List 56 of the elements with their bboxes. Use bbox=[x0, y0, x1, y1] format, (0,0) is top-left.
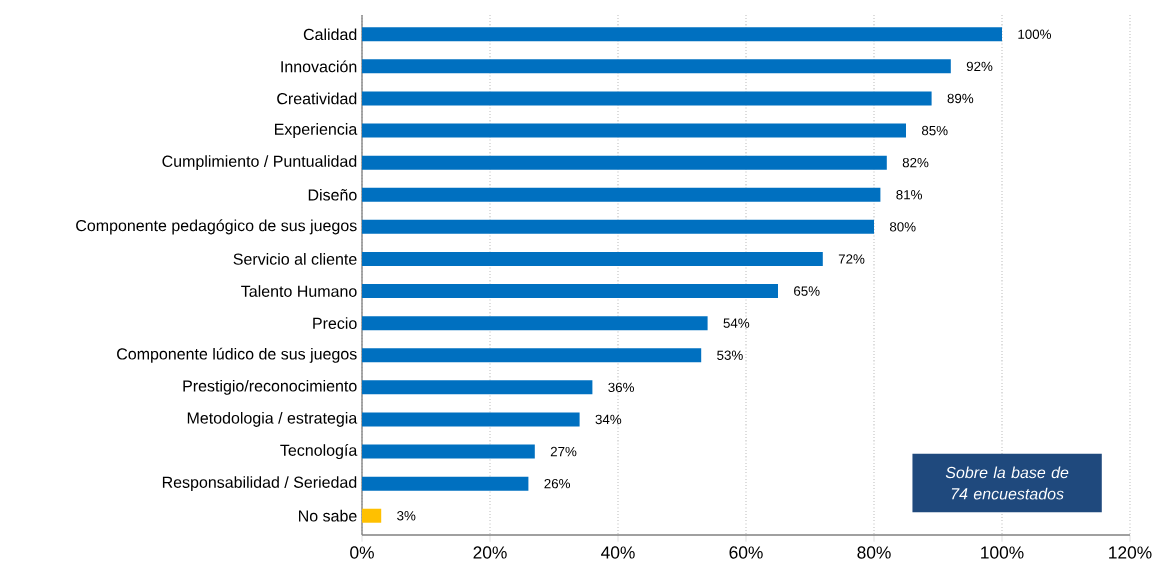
bar bbox=[362, 91, 932, 106]
bar bbox=[362, 380, 593, 395]
x-tick-label: 20% bbox=[473, 546, 507, 559]
data-label: 92% bbox=[966, 61, 993, 72]
data-label: 100% bbox=[1018, 29, 1052, 39]
y-tick-label: Diseño bbox=[308, 188, 357, 201]
data-label: 53% bbox=[717, 350, 743, 360]
data-label: 65% bbox=[794, 286, 820, 296]
bar bbox=[362, 59, 951, 74]
x-tick-label: 100% bbox=[981, 546, 1024, 559]
y-tick-label: Tecnología bbox=[280, 443, 358, 460]
x-tick-label: 0% bbox=[350, 546, 374, 559]
x-tick-label: 60% bbox=[729, 546, 763, 559]
data-label: 36% bbox=[608, 382, 634, 393]
y-tick-label: Componente pedagógico de sus juegos bbox=[76, 219, 357, 235]
y-tick-label: Talento Humano bbox=[241, 285, 357, 297]
bar bbox=[362, 348, 702, 363]
data-label: 80% bbox=[889, 222, 916, 232]
data-label: 72% bbox=[838, 254, 865, 264]
data-label: 54% bbox=[723, 318, 750, 328]
bar bbox=[362, 284, 778, 299]
y-tick-label: Innovación bbox=[281, 60, 357, 73]
bar bbox=[362, 27, 1002, 42]
data-label: 26% bbox=[544, 478, 570, 489]
y-tick-label: Creatividad bbox=[277, 92, 357, 105]
bar bbox=[362, 251, 823, 266]
y-tick-label: Calidad bbox=[303, 28, 357, 41]
y-tick-label: Experiencia bbox=[275, 123, 358, 138]
y-tick-label: Responsabilidad / Seriedad bbox=[162, 476, 357, 492]
data-label: 85% bbox=[921, 125, 948, 136]
data-label: 3% bbox=[397, 510, 416, 521]
bar bbox=[362, 508, 382, 523]
data-label: 89% bbox=[947, 93, 974, 104]
bar bbox=[362, 444, 535, 459]
x-tick-label: 120% bbox=[1109, 546, 1152, 559]
annotation: Sobre la base de 74 encuestados bbox=[945, 466, 1069, 500]
bar bbox=[362, 412, 580, 427]
data-label: 34% bbox=[595, 414, 622, 425]
data-label: 27% bbox=[550, 446, 577, 457]
data-label: 82% bbox=[902, 157, 929, 168]
y-tick-label: Cumplimiento / Puntualidad bbox=[162, 155, 357, 171]
y-tick-label: Servicio al cliente bbox=[233, 253, 357, 265]
x-tick-label: 40% bbox=[601, 546, 635, 559]
bar bbox=[362, 316, 708, 331]
data-label: 81% bbox=[896, 190, 922, 200]
y-tick-label: Componente lúdico de sus juegos bbox=[117, 347, 357, 363]
y-tick-label: Prestigio/reconocimiento bbox=[183, 379, 357, 395]
y-tick-label: Metodologia / estrategia bbox=[187, 411, 358, 427]
y-tick-label: No sabe bbox=[299, 509, 357, 522]
bar bbox=[362, 476, 529, 491]
bar bbox=[362, 187, 881, 202]
bar bbox=[362, 219, 874, 234]
bar bbox=[362, 123, 906, 138]
y-tick-label: Precio bbox=[313, 317, 357, 329]
x-tick-label: 80% bbox=[857, 546, 891, 559]
bar bbox=[362, 155, 887, 170]
